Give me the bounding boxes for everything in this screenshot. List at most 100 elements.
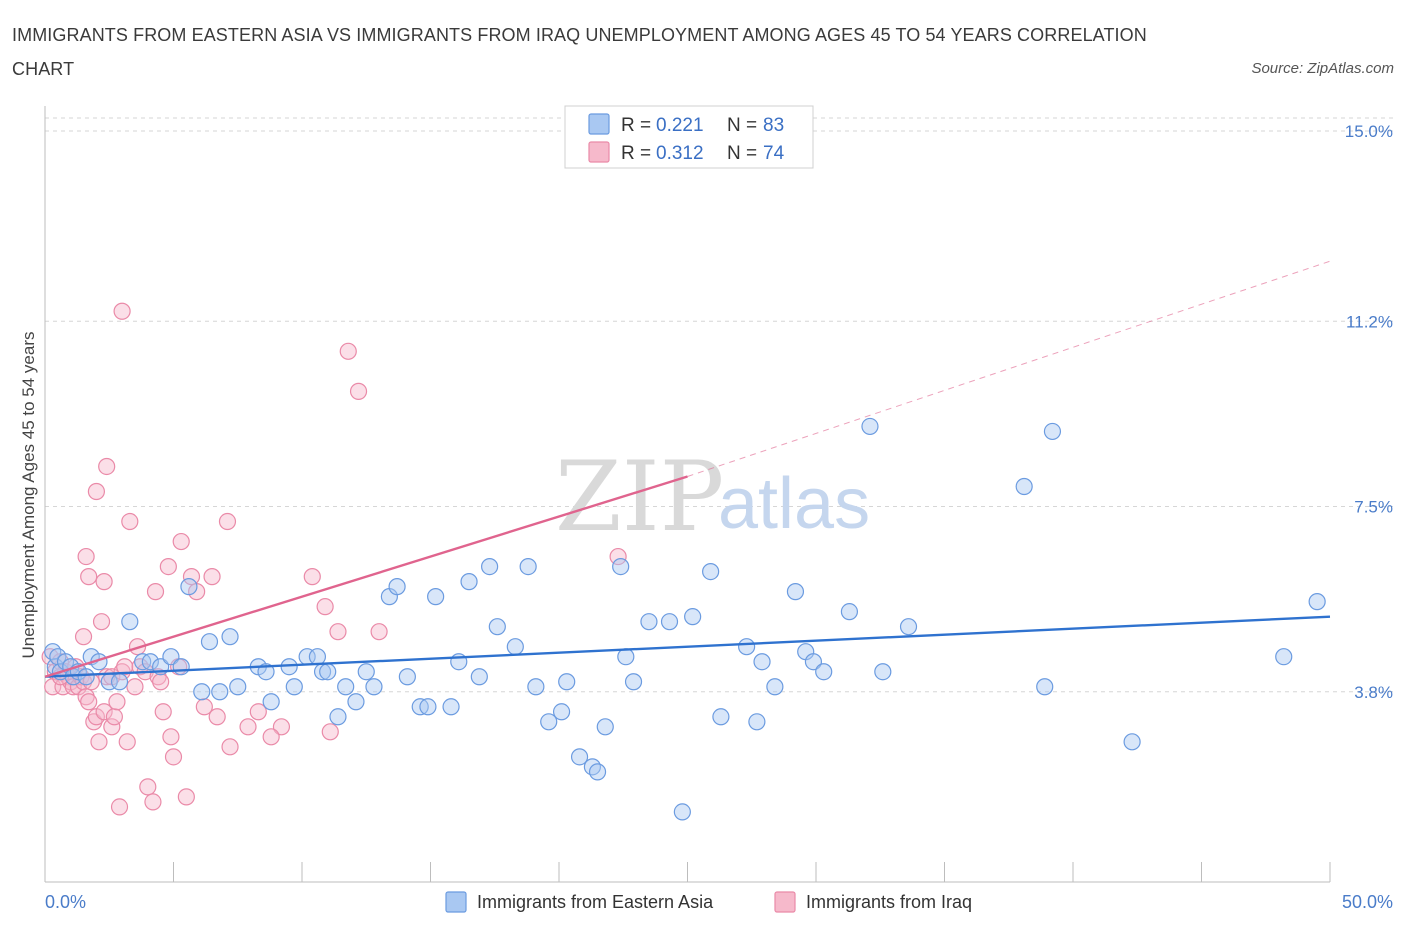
point-blue-37 xyxy=(357,663,375,681)
legend-n-value-blue: 83 xyxy=(763,115,784,136)
point-blue-58 xyxy=(583,758,602,776)
point-blue-24 xyxy=(229,678,247,696)
point-pink-65 xyxy=(329,623,347,641)
point-blue-36 xyxy=(347,693,365,711)
point-pink-53 xyxy=(182,568,201,586)
x-tick-max: 50.0% xyxy=(1342,892,1393,912)
point-blue-50 xyxy=(488,618,506,636)
legend-r-label-blue: R = xyxy=(621,115,651,136)
point-pink-56 xyxy=(203,568,221,586)
point-blue-74 xyxy=(786,583,805,601)
point-blue-61 xyxy=(612,557,630,576)
point-blue-48 xyxy=(470,668,488,686)
y-tick-label-3: 15.0% xyxy=(1345,122,1393,141)
point-pink-16 xyxy=(85,713,103,731)
point-blue-60 xyxy=(596,718,614,736)
point-blue-65 xyxy=(660,613,679,631)
point-blue-15 xyxy=(141,653,159,671)
point-pink-45 xyxy=(152,673,170,691)
point-blue-83 xyxy=(1036,678,1054,696)
point-pink-63 xyxy=(303,568,321,586)
trend-extension-pink xyxy=(687,260,1331,477)
point-blue-68 xyxy=(702,562,720,581)
point-pink-51 xyxy=(172,532,190,551)
point-pink-25 xyxy=(80,568,98,586)
point-pink-19 xyxy=(95,703,113,721)
point-pink-24 xyxy=(77,547,95,566)
legend-r-label-pink: R = xyxy=(621,143,651,164)
point-blue-13 xyxy=(121,613,139,631)
point-blue-72 xyxy=(753,653,771,671)
point-blue-45 xyxy=(442,698,460,716)
point-blue-31 xyxy=(308,648,327,666)
point-blue-56 xyxy=(558,673,576,691)
point-pink-72 xyxy=(609,547,627,566)
gridlines xyxy=(45,117,1393,693)
point-pink-43 xyxy=(146,583,165,601)
point-pink-52 xyxy=(177,788,195,806)
point-pink-57 xyxy=(208,708,226,726)
watermark-atlas: atlas xyxy=(718,464,870,544)
trend-line-pink xyxy=(44,475,688,678)
point-pink-47 xyxy=(159,557,177,576)
point-blue-49 xyxy=(481,557,499,576)
legend-r-value-pink: 0.312 xyxy=(656,143,704,164)
point-blue-70 xyxy=(738,638,756,656)
point-pink-64 xyxy=(316,598,334,616)
legend-box: R = 0.221 N = 83 R = 0.312 N = 74 xyxy=(564,105,814,169)
point-pink-37 xyxy=(126,678,144,696)
point-blue-67 xyxy=(684,608,702,626)
point-pink-61 xyxy=(339,342,357,360)
point-blue-33 xyxy=(319,663,337,681)
point-blue-57 xyxy=(570,748,589,766)
point-blue-69 xyxy=(712,708,730,726)
point-blue-81 xyxy=(899,618,918,636)
point-pink-29 xyxy=(98,457,116,476)
trend-line-blue xyxy=(44,615,1331,678)
point-pink-41 xyxy=(139,778,157,796)
point-blue-66 xyxy=(673,803,691,821)
point-pink-70 xyxy=(249,703,267,721)
point-pink-36 xyxy=(121,512,139,531)
watermark: ZIP atlas xyxy=(555,441,870,553)
bottom-legend-swatch-pink xyxy=(774,891,796,913)
legend-n-label-pink: N = xyxy=(727,143,757,164)
point-blue-76 xyxy=(804,653,823,671)
trend-lines xyxy=(44,260,1331,678)
point-blue-71 xyxy=(748,713,766,731)
bottom-legend-swatch-blue xyxy=(445,891,467,913)
point-blue-43 xyxy=(419,698,437,716)
point-pink-49 xyxy=(164,748,183,766)
point-pink-48 xyxy=(162,728,180,746)
point-pink-68 xyxy=(272,718,291,736)
point-blue-18 xyxy=(172,658,190,676)
point-pink-21 xyxy=(103,718,121,736)
point-pink-42 xyxy=(144,793,162,811)
point-blue-20 xyxy=(193,683,211,701)
x-tick-labels: 0.0% 50.0% xyxy=(45,892,1393,912)
point-blue-86 xyxy=(1275,648,1293,666)
point-pink-13 xyxy=(77,688,95,706)
point-pink-27 xyxy=(92,613,111,631)
point-blue-27 xyxy=(262,693,280,711)
point-pink-71 xyxy=(239,718,257,736)
points-blue xyxy=(44,417,1326,821)
point-blue-21 xyxy=(200,633,219,651)
point-blue-17 xyxy=(162,648,180,666)
point-blue-51 xyxy=(506,638,524,656)
points-pink xyxy=(41,302,627,816)
point-blue-38 xyxy=(365,678,383,696)
point-pink-23 xyxy=(74,628,93,646)
point-blue-35 xyxy=(337,678,355,696)
point-pink-62 xyxy=(349,382,368,400)
legend-n-value-pink: 74 xyxy=(763,143,785,164)
point-blue-82 xyxy=(1015,477,1033,496)
y-tick-label-0: 3.8% xyxy=(1354,683,1393,702)
point-blue-55 xyxy=(552,703,571,721)
point-blue-78 xyxy=(840,603,859,621)
point-blue-19 xyxy=(180,578,198,596)
point-blue-64 xyxy=(640,613,658,631)
point-blue-34 xyxy=(329,708,347,726)
point-pink-58 xyxy=(218,512,237,531)
point-pink-32 xyxy=(110,798,129,816)
